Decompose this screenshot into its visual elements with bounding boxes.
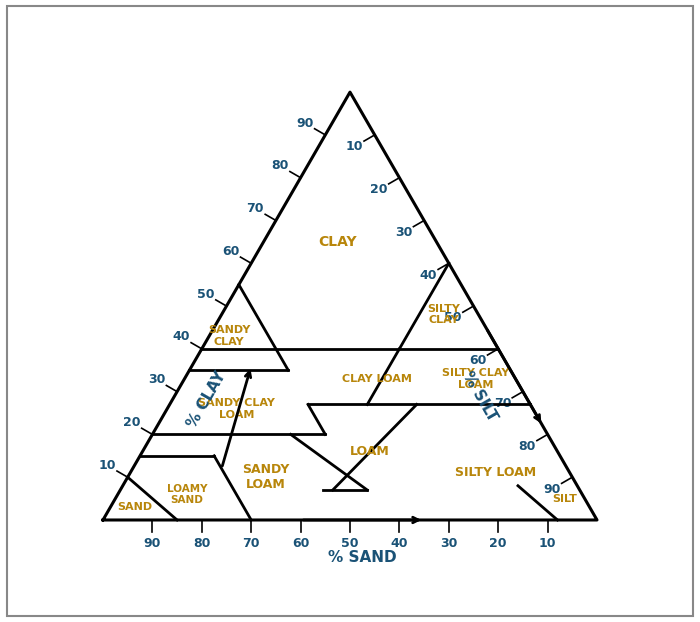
Text: CLAY LOAM: CLAY LOAM [342, 374, 412, 384]
Text: 80: 80 [193, 537, 211, 550]
Text: 60: 60 [292, 537, 309, 550]
Text: % CLAY: % CLAY [184, 369, 229, 431]
Text: 30: 30 [148, 373, 165, 386]
Text: 20: 20 [123, 416, 141, 429]
Text: 90: 90 [296, 116, 314, 129]
Text: 60: 60 [469, 354, 486, 367]
Text: 70: 70 [246, 202, 264, 215]
Text: 20: 20 [489, 537, 507, 550]
Text: LOAM: LOAM [350, 445, 390, 458]
Text: SAND: SAND [118, 502, 153, 512]
Text: 30: 30 [440, 537, 458, 550]
Text: 10: 10 [539, 537, 556, 550]
Text: 80: 80 [272, 159, 288, 172]
Text: 50: 50 [197, 288, 215, 300]
Text: SANDY CLAY
LOAM: SANDY CLAY LOAM [198, 398, 275, 420]
Text: 60: 60 [222, 245, 239, 258]
Text: 70: 70 [242, 537, 260, 550]
Text: % SAND: % SAND [328, 550, 397, 565]
Text: SILTY
CLAY: SILTY CLAY [428, 304, 461, 325]
Text: SILTY LOAM: SILTY LOAM [455, 466, 536, 480]
Text: SANDY
LOAM: SANDY LOAM [242, 463, 290, 491]
Text: SILT: SILT [552, 494, 578, 504]
Text: 50: 50 [444, 312, 462, 325]
Text: 20: 20 [370, 183, 388, 196]
Text: 90: 90 [144, 537, 161, 550]
Text: 90: 90 [543, 483, 561, 496]
Text: CLAY: CLAY [318, 235, 357, 249]
Text: % SILT: % SILT [460, 369, 500, 424]
Text: 40: 40 [391, 537, 408, 550]
Text: LOAMY
SAND: LOAMY SAND [167, 483, 207, 505]
Text: 10: 10 [345, 141, 363, 153]
Text: 40: 40 [419, 269, 437, 282]
Text: SILTY CLAY
LOAM: SILTY CLAY LOAM [442, 368, 510, 389]
Text: 10: 10 [99, 459, 116, 472]
Text: 70: 70 [494, 397, 511, 410]
Text: 50: 50 [342, 537, 359, 550]
Text: SANDY
CLAY: SANDY CLAY [208, 325, 250, 347]
Text: 30: 30 [395, 226, 412, 239]
Text: 40: 40 [172, 330, 190, 343]
Text: 80: 80 [519, 440, 536, 453]
